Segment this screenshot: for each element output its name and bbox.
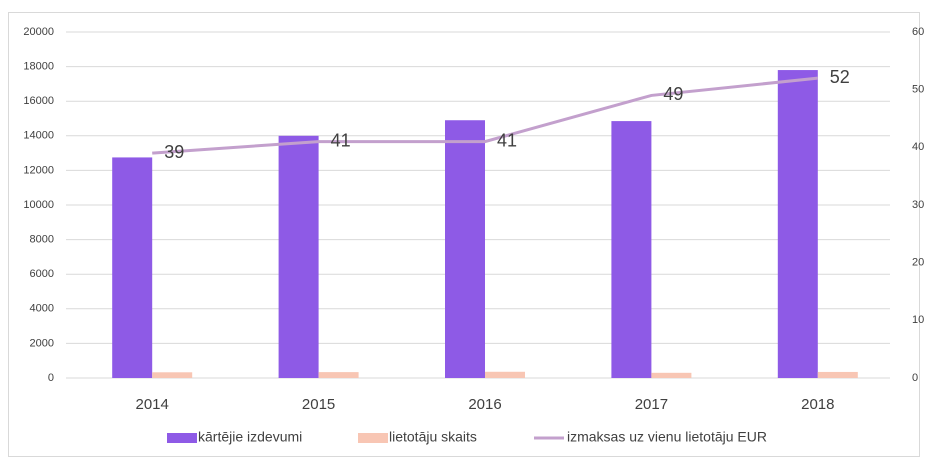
y2-tick-label: 10 bbox=[912, 314, 924, 326]
legend-swatch bbox=[358, 433, 388, 443]
bar bbox=[611, 121, 652, 378]
legend-label: lietotāju skaits bbox=[389, 429, 477, 445]
y-tick-label: 18000 bbox=[23, 61, 54, 73]
y2-tick-label: 30 bbox=[912, 199, 924, 211]
y2-tick-label: 0 bbox=[912, 372, 918, 384]
data-label: 52 bbox=[830, 67, 850, 87]
x-tick-label: 2014 bbox=[136, 396, 169, 413]
y-tick-label: 14000 bbox=[23, 130, 54, 142]
bar bbox=[152, 372, 193, 378]
data-label: 49 bbox=[663, 84, 683, 104]
bar bbox=[651, 372, 692, 378]
bar bbox=[817, 371, 858, 378]
legend-swatch bbox=[167, 433, 197, 443]
data-label: 41 bbox=[497, 130, 517, 150]
y2-tick-label: 40 bbox=[912, 141, 924, 153]
bar bbox=[278, 135, 319, 378]
line bbox=[152, 76, 818, 155]
data-label: 39 bbox=[164, 142, 184, 162]
y-tick-label: 12000 bbox=[23, 164, 54, 176]
y-tick-label: 2000 bbox=[30, 337, 54, 349]
x-tick-label: 2018 bbox=[801, 396, 834, 413]
y-tick-label: 4000 bbox=[30, 303, 54, 315]
bar bbox=[485, 371, 525, 378]
x-tick-label: 2015 bbox=[302, 396, 335, 413]
data-label: 41 bbox=[331, 130, 351, 150]
y2-tick-label: 20 bbox=[912, 257, 924, 269]
bar bbox=[777, 70, 818, 378]
y2-tick-label: 60 bbox=[912, 26, 924, 38]
bar bbox=[112, 157, 153, 378]
x-tick-label: 2017 bbox=[635, 396, 668, 413]
y-tick-label: 20000 bbox=[23, 26, 54, 38]
y-tick-label: 16000 bbox=[23, 95, 54, 107]
bar bbox=[445, 120, 485, 378]
y2-tick-label: 50 bbox=[912, 84, 924, 96]
y-tick-label: 0 bbox=[48, 372, 54, 384]
legend-label: kārtējie izdevumi bbox=[198, 429, 302, 445]
y-tick-label: 6000 bbox=[30, 268, 54, 280]
y-tick-label: 10000 bbox=[23, 199, 54, 211]
legend-label: izmaksas uz vienu lietotāju EUR bbox=[567, 429, 767, 445]
bar bbox=[318, 372, 359, 378]
y-tick-label: 8000 bbox=[30, 234, 54, 246]
x-tick-label: 2016 bbox=[468, 396, 501, 413]
